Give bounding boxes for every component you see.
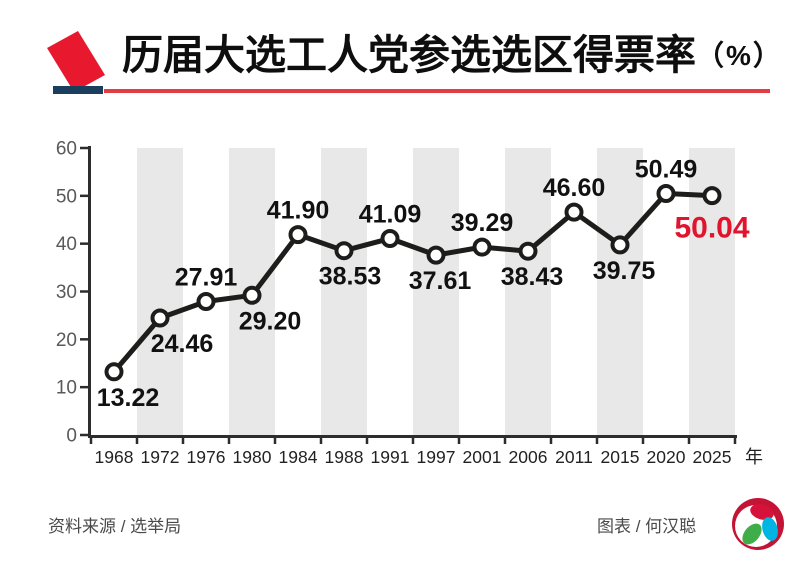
plot-stripe	[321, 148, 367, 435]
y-tick-label: 0	[66, 426, 77, 447]
logo-cyan-petal	[762, 517, 778, 541]
data-point-label: 50.49	[635, 156, 698, 184]
data-point-marker	[610, 235, 630, 255]
data-point-label: 41.90	[267, 197, 330, 225]
data-point-marker	[334, 241, 354, 261]
x-tick-label: 1997	[417, 447, 456, 467]
data-point-label: 24.46	[151, 330, 214, 358]
data-point-label: 13.22	[97, 384, 160, 412]
data-point-label: 46.60	[543, 174, 606, 202]
x-tick-label: 1976	[187, 447, 226, 467]
page-title-text: 历届大选工人党参选选区得票率	[122, 32, 696, 78]
data-point-marker	[518, 241, 538, 261]
data-point-marker	[104, 362, 124, 382]
plot-stripe	[137, 148, 183, 435]
x-tick-label: 1988	[325, 447, 364, 467]
data-point-marker	[564, 202, 584, 222]
x-tick-label: 1991	[371, 447, 410, 467]
plot-stripe	[505, 148, 551, 435]
y-tick-label: 50	[56, 186, 77, 207]
data-point-marker	[702, 186, 722, 206]
x-unit-label: 年	[745, 447, 763, 467]
x-tick-label: 1984	[279, 447, 318, 467]
logo-green-petal	[742, 523, 762, 545]
x-tick-label: 2006	[509, 447, 548, 467]
data-point-marker	[242, 285, 262, 305]
data-point-label: 39.29	[451, 209, 514, 237]
data-point-label: 37.61	[409, 267, 472, 295]
y-tick-label: 10	[56, 378, 77, 399]
y-tick-label: 40	[56, 234, 77, 255]
x-tick-label: 2020	[647, 447, 686, 467]
x-tick-label: 2025	[693, 447, 732, 467]
data-point-marker	[656, 184, 676, 203]
x-tick-label: 1968	[95, 447, 134, 467]
title-underline	[104, 89, 770, 93]
y-tick-label: 30	[56, 282, 77, 303]
data-point-marker	[426, 245, 446, 265]
vote-share-line-chart: 0 10 20 30 40 50 60 1968 1972 1976 1980 1984 1988 199…	[56, 139, 763, 468]
data-point-label: 41.09	[359, 201, 422, 229]
data-point-marker	[150, 308, 170, 328]
y-tick-label: 60	[56, 139, 77, 160]
data-point-label: 27.91	[175, 264, 238, 292]
data-point-label: 39.75	[593, 257, 656, 285]
data-point-label: 38.53	[319, 263, 382, 291]
publisher-logo-icon	[732, 498, 784, 550]
plot-stripe	[597, 148, 643, 435]
page-title: 历届大选工人党参选选区得票率（%）	[122, 26, 783, 86]
logo-red-petal	[750, 504, 774, 520]
page-title-unit: （%）	[696, 40, 783, 71]
ballot-paper-shape	[47, 31, 105, 92]
data-point-marker	[288, 225, 308, 245]
x-tick-label: 1972	[141, 447, 180, 467]
x-tick-label: 2011	[555, 447, 593, 467]
ballot-slot-shape	[53, 86, 103, 94]
plot-stripe	[413, 148, 459, 435]
x-tick-label: 2001	[463, 447, 502, 467]
data-point-marker	[380, 229, 400, 248]
data-point-label: 38.43	[501, 263, 564, 291]
data-point-label-highlight: 50.04	[674, 212, 749, 245]
ballot-box-icon	[47, 31, 105, 94]
y-tick-label: 20	[56, 330, 77, 351]
x-tick-label: 1980	[233, 447, 272, 467]
x-tick-label: 2015	[601, 447, 640, 467]
chart-credit-note: 图表 / 何汉聪	[597, 517, 697, 536]
data-point-marker	[196, 292, 216, 311]
data-point-marker	[472, 237, 492, 257]
data-point-label: 29.20	[239, 307, 302, 335]
data-source-note: 资料来源 / 选举局	[48, 517, 182, 536]
